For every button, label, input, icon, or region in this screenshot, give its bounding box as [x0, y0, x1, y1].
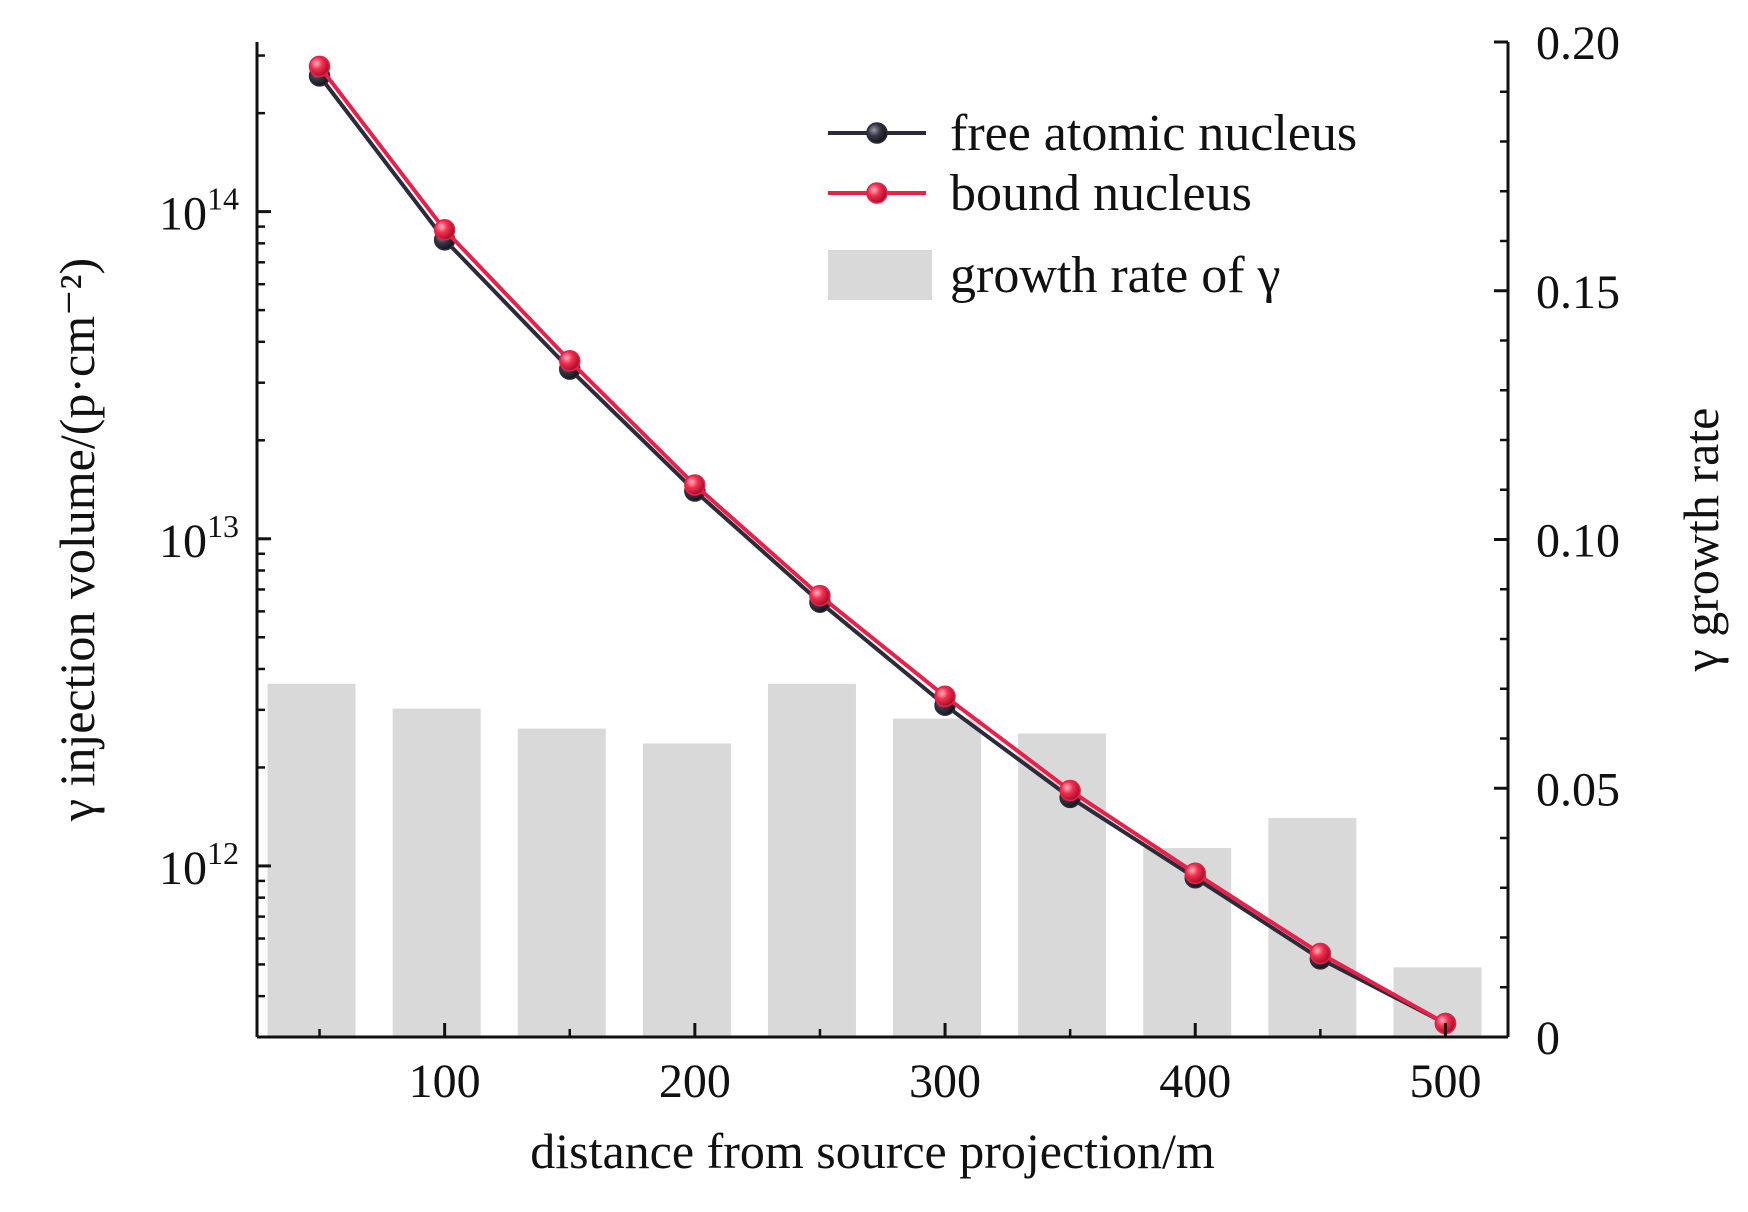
- tick-exponent: 13: [207, 508, 239, 544]
- y-right-axis-title: γ growth rate: [1673, 408, 1729, 673]
- legend-label: free atomic nucleus: [950, 105, 1357, 162]
- tick-exponent: 12: [207, 835, 239, 871]
- x-tick-label: 100: [409, 1055, 481, 1108]
- y-left-tick-label: 1012: [159, 835, 239, 895]
- growth-rate-bar: [642, 743, 731, 1037]
- x-tick-label: 200: [659, 1055, 731, 1108]
- legend-marker: [866, 182, 888, 204]
- tick-base: 10: [159, 188, 207, 241]
- y-left-tick-label: 1014: [159, 181, 239, 241]
- bound-nucleus-point: [1309, 942, 1332, 965]
- bound-nucleus-point: [934, 685, 956, 708]
- bound-nucleus-point: [1184, 862, 1206, 884]
- y-left-axis-title: γ injection volume/(p·cm⁻²): [49, 258, 105, 822]
- y-right-tick-label: 0.20: [1536, 17, 1620, 70]
- legend-label: bound nucleus: [950, 165, 1252, 222]
- axes-layer: 100 200 300 400 50010121013101400.050.100.15…: [49, 17, 1729, 1179]
- legend-label: growth rate of γ: [950, 247, 1281, 304]
- growth-rate-bar: [1018, 733, 1107, 1037]
- growth-rate-bar: [893, 718, 982, 1037]
- bound-nucleus-point: [559, 350, 581, 372]
- bound-nucleus-point: [1059, 779, 1081, 802]
- legend-marker: [866, 122, 888, 144]
- growth-rate-bar: [517, 728, 606, 1037]
- x-tick-label: 300: [909, 1055, 981, 1108]
- bound-nucleus-line: [317, 65, 1447, 1026]
- y-right-tick-label: 0: [1536, 1012, 1560, 1065]
- bound-nucleus-point: [684, 474, 706, 496]
- y-left-tick-label: 1013: [159, 508, 239, 568]
- y-right-tick-label: 0.15: [1536, 266, 1620, 319]
- lines-layer: [308, 55, 1457, 1035]
- tick-base: 10: [159, 515, 207, 568]
- bound-nucleus-point: [433, 219, 456, 241]
- free-atomic-nucleus-line: [317, 74, 1447, 1026]
- x-axis-title: distance from source projection/m: [530, 1123, 1215, 1179]
- bound-nucleus-point: [809, 584, 831, 607]
- growth-rate-bar: [267, 683, 356, 1037]
- x-tick-label: 500: [1409, 1055, 1481, 1108]
- x-tick-label: 400: [1159, 1055, 1231, 1108]
- legend-bar-swatch: [828, 250, 932, 300]
- y-right-tick-label: 0.05: [1536, 763, 1620, 816]
- bars-layer: [267, 683, 1482, 1037]
- growth-rate-bar: [392, 708, 481, 1037]
- tick-base: 10: [159, 842, 207, 895]
- y-right-tick-label: 0.10: [1536, 515, 1620, 568]
- bound-nucleus-point: [308, 55, 331, 78]
- growth-rate-bar: [767, 683, 856, 1037]
- tick-exponent: 14: [207, 181, 239, 217]
